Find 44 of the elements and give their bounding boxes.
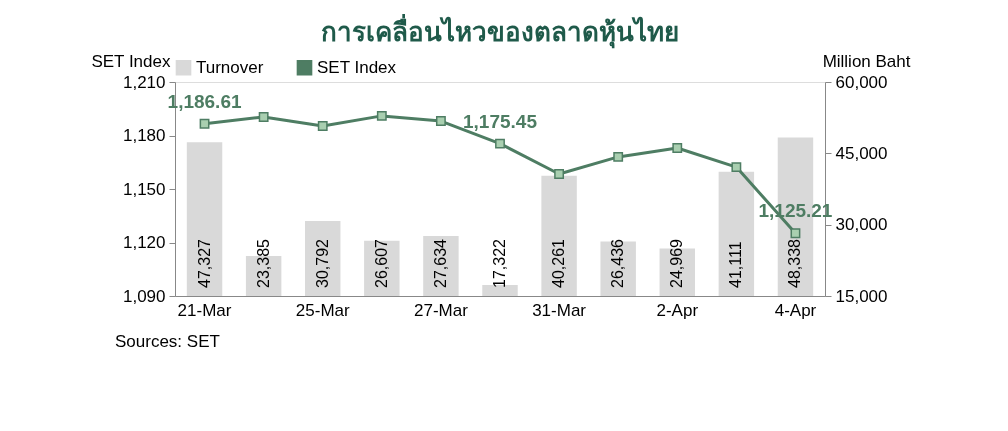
x-tick-label: 31-Mar [532,300,587,320]
data-label: 1,175.45 [463,110,538,132]
data-label: 26,607 [372,238,390,288]
y2-axis-title: Million Baht [822,51,911,71]
point [554,169,565,179]
x-tick-label: 21-Mar [177,300,232,320]
data-label: 30,792 [313,238,331,288]
point [376,110,387,121]
chart-title: การเคลื่อนไหวของตลาดหุ้นไทย [321,13,679,49]
data-label: 23,385 [254,238,272,288]
y2-tick-label: 45,000 [835,143,888,163]
legend-label: Turnover [196,57,264,77]
source-note: Sources: SET [115,332,220,351]
point [672,143,683,153]
x-tick-label: 2-Apr [656,300,699,320]
data-label: 26,436 [609,238,627,288]
x-tick-label: 27-Mar [413,300,469,320]
data-label: 17,322 [491,238,508,288]
legend-label: SET Index [317,57,397,77]
point [199,118,210,129]
x-tick-label: 4-Apr [774,300,817,320]
y-tick-label: 1,180 [122,126,166,145]
data-label: 24,969 [668,238,686,288]
y-axis-title: SET Index [91,51,171,71]
point [495,138,505,149]
point [258,112,269,122]
point [613,151,624,162]
point [317,121,328,131]
y2-tick-label: 30,000 [835,215,888,235]
data-label: 48,338 [786,238,804,288]
y-tick-label: 1,120 [122,233,166,252]
y-tick-label: 1,090 [122,286,166,306]
y-tick-label: 1,150 [122,179,166,199]
data-label: 27,634 [431,238,449,288]
point [731,162,742,172]
y-tick-label: 1,210 [122,72,166,92]
data-label: 47,327 [195,238,213,288]
y2-tick-label: 60,000 [835,72,888,92]
x-tick-label: 25-Mar [295,300,350,320]
data-label: 41,111 [727,241,745,288]
point [435,116,446,126]
data-label: 40,261 [550,238,568,288]
y2-tick-label: 15,000 [835,286,888,306]
point [790,228,801,239]
